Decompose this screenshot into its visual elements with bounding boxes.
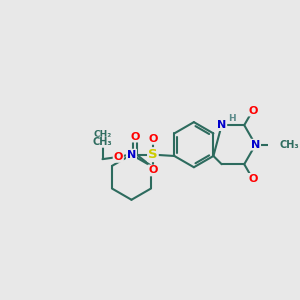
- Text: O: O: [248, 106, 257, 116]
- Text: O: O: [148, 165, 158, 176]
- Text: O: O: [114, 152, 123, 162]
- Text: N: N: [217, 120, 226, 130]
- Text: N: N: [251, 140, 260, 150]
- Text: O: O: [148, 134, 158, 144]
- Text: N: N: [127, 150, 136, 160]
- Text: CH₂: CH₂: [93, 130, 112, 139]
- Text: CH₃: CH₃: [93, 137, 112, 147]
- Text: O: O: [248, 174, 257, 184]
- Text: CH₃: CH₃: [280, 140, 299, 150]
- Text: S: S: [148, 148, 158, 161]
- Text: O: O: [130, 132, 140, 142]
- Text: H: H: [228, 114, 236, 123]
